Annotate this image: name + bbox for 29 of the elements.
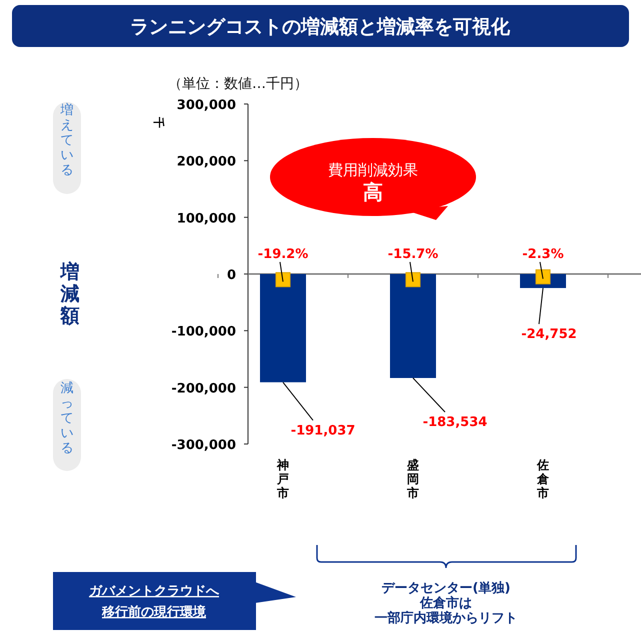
annotation: -2.3%: [522, 247, 564, 262]
text: 佐倉市は: [419, 595, 472, 611]
y-tick-label: 100,000: [176, 211, 236, 226]
annotation: 高: [363, 180, 383, 204]
y-tick-label: 300,000: [176, 98, 236, 113]
chart-subtitle: （単位：数値…千円）: [168, 76, 308, 92]
annotation: -19.2%: [258, 247, 308, 262]
y-axis-title: 増減額: [60, 261, 80, 327]
data-label: -24,752: [521, 327, 577, 342]
annotation: 費用削減効果: [328, 161, 418, 179]
y-tick-label: 0: [226, 268, 236, 283]
y-tick-label: -300,000: [171, 438, 236, 453]
text: 増えている: [60, 102, 74, 178]
text: データセンター(単独): [382, 581, 510, 596]
data-label: -183,534: [422, 415, 488, 430]
x-tick-label: 盛岡市: [406, 458, 419, 500]
text: 移行前の現行環境: [101, 604, 207, 620]
text: 一部庁内環境からリフト: [374, 610, 518, 626]
text: ガバメントクラウドへ: [89, 584, 220, 599]
x-tick-label: 佐倉市: [536, 458, 550, 500]
x-tick-label: 神戸市: [276, 458, 289, 500]
y-tick-label: -200,000: [171, 381, 236, 396]
annotation: -15.7%: [388, 247, 438, 262]
text: 千: [152, 116, 165, 128]
chart-title: ランニングコストの増減額と増減率を可視化: [130, 16, 511, 38]
data-label: -191,037: [290, 423, 356, 438]
y-tick-label: 200,000: [176, 154, 236, 170]
text: 減っている: [60, 381, 74, 456]
y-tick-label: -100,000: [171, 324, 236, 340]
